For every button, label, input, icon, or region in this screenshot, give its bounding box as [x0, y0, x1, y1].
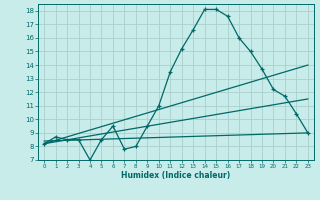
- X-axis label: Humidex (Indice chaleur): Humidex (Indice chaleur): [121, 171, 231, 180]
